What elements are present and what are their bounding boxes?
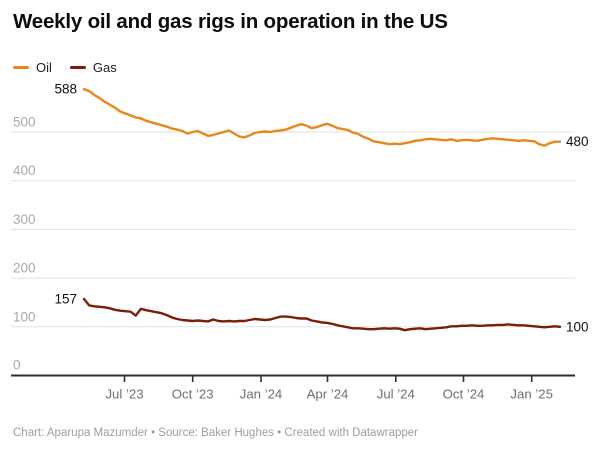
oil-line-swatch xyxy=(13,66,29,69)
x-tick-label: Jul ’23 xyxy=(105,387,143,402)
x-tick-label: Apr ’24 xyxy=(307,387,349,402)
oil-end-value-label: 480 xyxy=(566,134,589,149)
oil-start-value-label: 588 xyxy=(54,82,77,97)
y-tick-label-400: 400 xyxy=(13,163,36,178)
chart-footer: Chart: Aparupa Mazumder • Source: Baker … xyxy=(13,427,418,439)
x-tick-label: Oct ’23 xyxy=(172,387,214,402)
legend-item-oil: Oil xyxy=(13,60,52,75)
y-tick-label-0: 0 xyxy=(13,358,21,373)
legend-label-gas: Gas xyxy=(92,60,117,75)
gas-line-swatch xyxy=(69,66,86,69)
legend-item-gas: Gas xyxy=(69,60,117,75)
gas-series-line xyxy=(82,297,562,332)
y-tick-label-100: 100 xyxy=(13,309,36,324)
gas-start-value-label: 157 xyxy=(54,292,77,307)
legend-label-oil: Oil xyxy=(36,60,52,75)
y-tick-label-500: 500 xyxy=(13,115,36,130)
y-tick-label-200: 200 xyxy=(13,261,36,276)
x-tick-label: Oct ’24 xyxy=(443,387,485,402)
oil-series-line xyxy=(82,87,562,147)
x-tick-label: Jan ’24 xyxy=(240,387,283,402)
legend: Oil Gas xyxy=(13,60,117,75)
gas-end-value-label: 100 xyxy=(566,319,589,334)
y-tick-label-300: 300 xyxy=(13,212,36,227)
x-tick-label: Jul ’24 xyxy=(377,387,415,402)
x-tick-label: Jan ’25 xyxy=(510,387,553,402)
chart-title: Weekly oil and gas rigs in operation in … xyxy=(13,10,448,33)
